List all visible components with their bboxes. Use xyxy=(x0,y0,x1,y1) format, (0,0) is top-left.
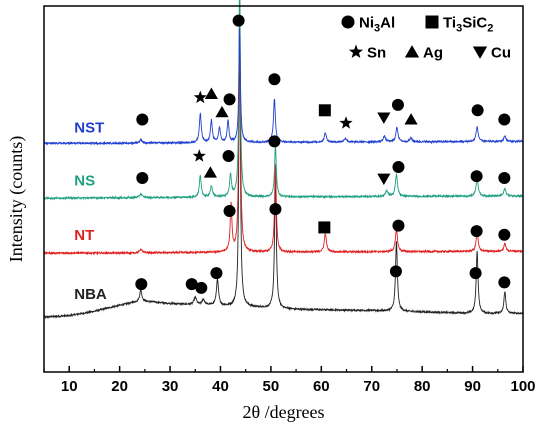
peak-marker-circle xyxy=(222,150,235,163)
peak-marker-circle xyxy=(268,73,281,86)
peak-marker-circle xyxy=(470,170,483,183)
series-line-nt xyxy=(43,0,524,256)
legend-marker-triangle-up xyxy=(404,45,420,58)
peak-marker-circle xyxy=(498,113,511,126)
peak-marker-circle xyxy=(471,104,484,117)
x-tick-label: 60 xyxy=(313,378,330,395)
series-label-nst: NST xyxy=(74,119,104,136)
peak-marker-triangle-down xyxy=(377,173,391,186)
series-label-nba: NBA xyxy=(74,286,107,303)
peak-marker-circle xyxy=(185,278,198,291)
peak-marker-circle xyxy=(389,265,402,278)
peak-marker-circle xyxy=(136,113,149,126)
x-tick-label: 20 xyxy=(111,378,128,395)
peak-marker-triangle-down xyxy=(377,112,391,124)
marker-layer xyxy=(135,14,511,294)
legend-label: Ni3Al xyxy=(359,15,395,35)
peak-marker-circle xyxy=(223,93,236,106)
x-tick-label: 50 xyxy=(263,378,280,395)
tick-layer: 10 20 30 40 50 60 70 80 90 100 xyxy=(43,366,536,395)
legend-marker-square xyxy=(425,15,439,29)
peak-marker-circle xyxy=(498,228,511,241)
series-label-nt: NT xyxy=(74,227,94,244)
peak-marker-square xyxy=(318,221,331,234)
peak-marker-circle xyxy=(392,219,405,232)
peak-marker-circle xyxy=(223,204,236,217)
peak-marker-circle xyxy=(392,161,405,174)
x-tick-label: 10 xyxy=(61,378,78,395)
peak-marker-circle xyxy=(232,14,245,27)
legend-marker-star xyxy=(348,44,364,59)
peak-marker-circle xyxy=(391,98,404,111)
series-layer xyxy=(43,0,524,320)
x-tick-label: 70 xyxy=(363,378,380,395)
peak-marker-triangle-up xyxy=(204,87,218,99)
peak-marker-triangle-up xyxy=(203,166,217,178)
series-line-nst xyxy=(43,28,524,146)
legend-label: Ti3SiC2 xyxy=(443,15,493,35)
peak-marker-circle xyxy=(210,267,223,280)
peak-marker-triangle-up xyxy=(404,113,418,125)
x-tick-label: 80 xyxy=(414,378,431,395)
x-tick-label: 30 xyxy=(162,378,179,395)
peak-marker-circle xyxy=(195,281,208,294)
peak-marker-circle xyxy=(269,203,282,216)
x-tick-label: 40 xyxy=(212,378,229,395)
series-label-ns: NS xyxy=(74,172,95,189)
peak-marker-circle xyxy=(498,276,511,289)
y-axis-title: Intensity (counts) xyxy=(6,136,27,262)
peak-marker-circle xyxy=(268,135,281,148)
x-tick-label: 90 xyxy=(464,378,481,395)
legend-label: Ag xyxy=(423,45,443,62)
peak-marker-star xyxy=(192,149,206,162)
plot-frame xyxy=(43,5,524,373)
x-axis-title: 2θ /degrees xyxy=(242,402,324,422)
legend: Ni3Al Ti3SiC2 Sn Ag Cu xyxy=(341,15,511,62)
series-line-nba xyxy=(43,20,524,320)
peak-marker-circle xyxy=(136,172,149,185)
legend-marker-circle xyxy=(341,15,355,29)
peak-marker-square xyxy=(318,104,331,117)
legend-label: Sn xyxy=(367,45,386,62)
peak-marker-circle xyxy=(470,225,483,238)
peak-marker-circle xyxy=(135,278,148,291)
peak-marker-star xyxy=(193,90,207,104)
x-tick-label: 100 xyxy=(510,378,535,395)
series-label-layer: NBA NT NS NST xyxy=(74,119,107,303)
peak-marker-circle xyxy=(498,172,511,185)
peak-marker-star xyxy=(339,116,353,129)
legend-label: Cu xyxy=(491,45,511,62)
peak-marker-triangle-up xyxy=(215,105,229,118)
peak-marker-circle xyxy=(469,267,482,280)
legend-marker-triangle-down xyxy=(472,46,488,59)
series-line-ns xyxy=(43,0,524,201)
